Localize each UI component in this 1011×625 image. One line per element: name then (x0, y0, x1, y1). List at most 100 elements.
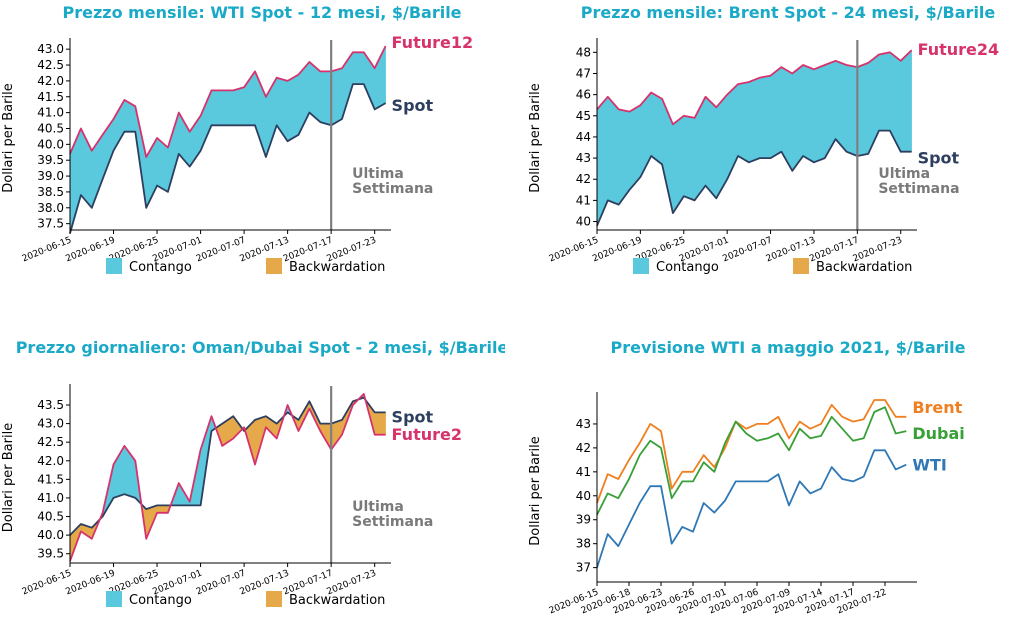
series-line-spot (596, 129, 912, 227)
series-line-future24 (596, 49, 913, 126)
series-label-brent: Brent (912, 398, 962, 417)
y-tick-label: 39.5 (37, 547, 64, 561)
series-label-future: Future12 (392, 33, 474, 52)
y-tick-label: 37.5 (37, 217, 64, 231)
y-tick-label: 44 (576, 130, 591, 144)
legend-contango-label: Contango (656, 260, 719, 275)
y-tick-label: 40 (576, 489, 591, 503)
y-tick-label: 43 (576, 151, 591, 165)
series-label-future: Future2 (392, 425, 462, 444)
contango-area (113, 98, 125, 152)
chart-title: Prezzo mensile: WTI Spot - 12 mesi, $/Ba… (62, 3, 461, 22)
legend-backwardation-label: Backwardation (289, 260, 385, 275)
contango-area (91, 133, 103, 208)
contango-area (878, 51, 891, 131)
contango-area (650, 91, 663, 166)
x-tick-label: 2020-06-15 (21, 236, 73, 265)
contango-area (856, 62, 869, 157)
y-tick-label: 41.5 (37, 90, 64, 104)
contango-area (683, 115, 695, 201)
y-tick-label: 42.5 (37, 58, 64, 72)
contango-area (352, 51, 365, 85)
series-label-future: Future24 (918, 40, 1000, 59)
contango-area (265, 76, 278, 158)
panel-wti-forecast: Previsione WTI a maggio 2021, $/Barile Do… (506, 313, 1011, 625)
annotation-text: Settimana (878, 181, 959, 197)
contango-area (200, 90, 212, 151)
y-axis-label: Dollari per Barile (528, 436, 543, 545)
contango-area (900, 49, 912, 152)
y-tick-label: 42.0 (37, 74, 64, 88)
contango-area (835, 60, 847, 153)
contango-area (287, 74, 299, 142)
y-tick-label: 40.5 (37, 510, 64, 524)
y-tick-label: 40.0 (37, 528, 64, 542)
legend-backwardation-label: Backwardation (289, 593, 385, 608)
series-line-spot (69, 396, 386, 536)
contango-area (694, 96, 706, 202)
contango-area (705, 96, 717, 200)
legend-contango-swatch (106, 591, 122, 607)
backwardation-area (330, 419, 343, 451)
panel-wti-monthly: Prezzo mensile: WTI Spot - 12 mesi, $/Ba… (0, 0, 505, 312)
contango-area (222, 90, 234, 126)
series-label-spot: Spot (392, 407, 434, 426)
contango-area (232, 86, 245, 126)
contango-area (748, 77, 760, 163)
contango-area (69, 128, 82, 234)
backwardation-area (156, 505, 169, 514)
contango-area (319, 71, 332, 126)
y-tick-label: 39 (576, 513, 591, 527)
chart-title: Prezzo mensile: Brent Spot - 24 mesi, $/… (581, 3, 996, 22)
y-tick-label: 42.5 (37, 435, 64, 449)
panel-brent-monthly: Prezzo mensile: Brent Spot - 24 mesi, $/… (506, 0, 1011, 312)
contango-area (770, 66, 782, 159)
y-tick-label: 40.0 (37, 137, 64, 151)
annotation-text: Ultima (878, 166, 930, 182)
x-tick-label: 2020-07-13 (239, 236, 291, 265)
backwardation-area (374, 412, 386, 435)
legend-backwardation-label: Backwardation (816, 260, 912, 275)
y-tick-label: 41.0 (37, 491, 64, 505)
contango-area (726, 83, 739, 180)
contango-area (813, 64, 826, 163)
series-line-wti (596, 449, 907, 568)
series-line-dubai (596, 406, 907, 516)
annotation-text: Ultima (352, 166, 404, 182)
y-tick-label: 40.5 (37, 121, 64, 135)
y-tick-label: 37 (576, 561, 591, 575)
x-tick-label: 2020-07-13 (239, 569, 291, 598)
contango-area (618, 109, 630, 206)
x-tick-label: 2020-07-07 (195, 236, 247, 265)
series-label-wti: WTI (912, 456, 947, 475)
legend-contango-swatch (106, 258, 122, 274)
y-tick-label: 42 (576, 172, 591, 186)
legend-backwardation-swatch (793, 258, 809, 274)
contango-area (802, 64, 815, 163)
series-line-future12 (69, 45, 387, 158)
contango-area (167, 112, 180, 192)
x-tick-label: 2020-06-15 (21, 569, 73, 598)
series-line-spot (69, 83, 387, 234)
legend-contango-label: Contango (129, 593, 192, 608)
legend-backwardation-swatch (266, 591, 282, 607)
contango-area (889, 51, 902, 152)
contango-area (629, 104, 641, 191)
chart-title: Previsione WTI a maggio 2021, $/Barile (611, 338, 966, 357)
chart-brent-monthly: Prezzo mensile: Brent Spot - 24 mesi, $/… (528, 3, 1000, 275)
y-tick-label: 39.5 (37, 153, 64, 167)
y-tick-label: 41.5 (37, 472, 64, 486)
legend-backwardation-swatch (266, 258, 282, 274)
y-tick-label: 41 (576, 465, 591, 479)
y-tick-label: 43 (576, 417, 591, 431)
chart-wti-monthly: Prezzo mensile: WTI Spot - 12 mesi, $/Ba… (1, 3, 474, 275)
contango-area (737, 81, 750, 163)
y-tick-label: 43.0 (37, 417, 64, 431)
y-tick-label: 43.5 (37, 398, 64, 412)
y-tick-label: 41 (576, 193, 591, 207)
contango-area (846, 64, 858, 157)
annotation-text: Settimana (352, 514, 433, 530)
series-line-brent (596, 399, 907, 504)
y-axis-label: Dollari per Barile (1, 423, 16, 532)
contango-area (607, 95, 619, 206)
